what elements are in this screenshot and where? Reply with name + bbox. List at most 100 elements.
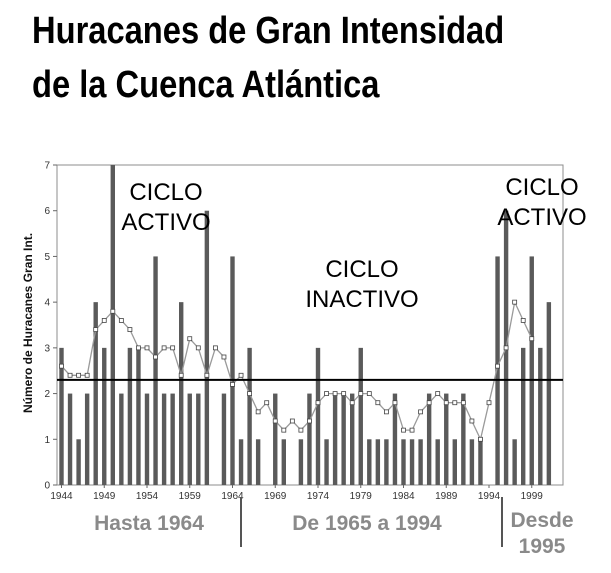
bar — [170, 393, 175, 485]
bar — [153, 256, 158, 485]
bar — [392, 393, 398, 485]
running-average-point — [443, 400, 449, 406]
bar — [307, 393, 312, 485]
x-axis: 1944 1949 1954 1959 1964 1969 1974 1979 1984 1989… — [50, 485, 543, 502]
running-average-point — [144, 345, 150, 351]
bar — [221, 393, 227, 485]
bar — [59, 347, 64, 485]
running-average-point — [324, 391, 329, 396]
bar — [375, 439, 381, 485]
running-average-point — [375, 400, 381, 406]
x-tick-label: 1969 — [264, 491, 287, 502]
bar — [461, 393, 466, 485]
running-average-point — [238, 372, 244, 378]
running-average-point — [332, 391, 338, 396]
average-line-series — [57, 299, 563, 442]
x-tick-label: 1984 — [392, 491, 415, 502]
cycle-annotations: CICLO ACTIVO CICLO INACTIVO CICLO ACTIVO — [121, 174, 586, 313]
bar — [332, 393, 338, 485]
running-average-point — [366, 391, 372, 396]
bar — [67, 393, 73, 485]
y-axis-label: Número de Huracanes Gran Int. — [21, 233, 35, 413]
bar — [93, 302, 98, 485]
bar — [426, 393, 432, 485]
bar — [495, 256, 500, 485]
bar — [102, 347, 107, 485]
x-tick-label: 1954 — [136, 491, 159, 502]
running-average-point — [452, 400, 458, 406]
bar — [238, 439, 244, 485]
running-average-point — [178, 372, 184, 378]
x-tick-label: 1994 — [478, 491, 501, 502]
bar — [409, 439, 415, 485]
bar — [144, 393, 150, 485]
bar — [478, 439, 483, 485]
bar — [247, 347, 252, 485]
running-average-point — [503, 345, 509, 351]
bar — [358, 347, 363, 485]
bar — [255, 439, 261, 485]
running-average-point — [358, 391, 364, 396]
x-tick-label: 1999 — [521, 491, 544, 502]
y-axis: 0 1 2 3 4 5 6 7 — [44, 161, 564, 492]
cycle-annotation-text: CICLO — [129, 179, 202, 206]
running-average-point — [520, 318, 526, 323]
y-tick-label: 1 — [44, 435, 50, 446]
y-tick-label: 5 — [44, 252, 50, 263]
chart-title: Huracanes de Gran Intensidad de la Cuenc… — [32, 4, 504, 112]
bar — [341, 393, 346, 485]
bar — [204, 210, 210, 485]
bar — [538, 347, 543, 485]
bar — [418, 439, 423, 485]
bar — [384, 439, 389, 485]
y-tick-label: 7 — [44, 161, 50, 172]
running-average-point — [349, 400, 355, 406]
running-average-point — [392, 400, 398, 406]
bar — [281, 439, 286, 485]
bar — [273, 393, 278, 485]
running-average-point — [110, 308, 116, 314]
running-average-point — [418, 409, 424, 415]
running-average-point — [212, 345, 218, 351]
y-tick-label: 2 — [44, 389, 50, 400]
bar — [110, 165, 115, 485]
bar — [161, 393, 167, 485]
chart-title-line-2: de la Cuenca Atlántica — [32, 64, 380, 106]
running-average-point — [255, 409, 261, 415]
bar — [546, 302, 552, 485]
bar — [435, 439, 440, 485]
running-average-point — [161, 345, 167, 351]
running-average-point — [281, 427, 287, 433]
period-labels: Hasta 1964 De 1965 a 1994 Desde 1995 — [94, 497, 574, 558]
running-average-point — [307, 418, 312, 424]
cycle-annotation-text: INACTIVO — [305, 286, 418, 313]
running-average-point — [247, 391, 253, 396]
period-label: De 1965 a 1994 — [292, 512, 442, 535]
chart-title-line-1: Huracanes de Gran Intensidad — [32, 10, 505, 52]
running-average-point — [478, 436, 483, 442]
y-tick-label: 4 — [44, 298, 50, 309]
running-average-point — [315, 400, 321, 406]
running-average-point — [289, 418, 295, 424]
bar — [529, 256, 534, 485]
period-label: Desde — [510, 509, 573, 532]
running-average-point — [512, 299, 518, 305]
bar — [324, 439, 329, 485]
running-average-point — [204, 372, 210, 378]
x-tick-label: 1959 — [179, 491, 202, 502]
bar — [196, 393, 201, 485]
running-average-point — [401, 427, 406, 433]
running-average-point — [529, 336, 535, 342]
running-average-point — [435, 391, 441, 396]
running-average-point — [426, 400, 432, 406]
running-average-point — [264, 400, 270, 406]
running-average-point — [67, 372, 73, 378]
running-average-point — [460, 400, 466, 406]
bar — [315, 347, 321, 485]
x-tick-label: 1949 — [93, 491, 116, 502]
bar — [469, 439, 475, 485]
bar-series — [59, 165, 552, 485]
running-average-point — [230, 382, 235, 387]
running-average-point — [298, 427, 304, 433]
